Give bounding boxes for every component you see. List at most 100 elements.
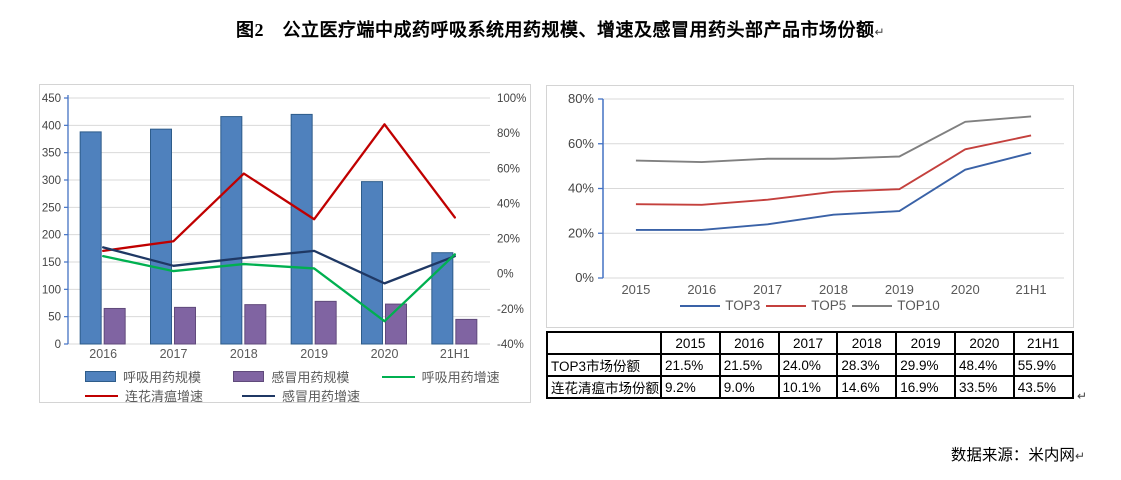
respiratory-combo-chart: 0 50 100 150 200 250 300 350 400 450 -40% -20% 0% 20%…: [39, 84, 531, 405]
table-row-label: 连花清瘟市场份额: [546, 375, 662, 399]
left-axis-tick-label: 350: [42, 148, 61, 160]
legend-item: 感冒用药增速: [242, 386, 399, 405]
table-cell: 24.0%: [777, 353, 839, 377]
paragraph-mark: ↵: [1077, 389, 1088, 403]
legend-swatch-icon: [680, 304, 721, 307]
y-axis-tick-label: 60%: [568, 136, 594, 151]
legend-label: TOP3: [725, 298, 761, 313]
table-header-row: 2015 2016 2017 2018 2019 2020 21H1: [546, 331, 1074, 355]
left-axis-tick-label: 450: [42, 93, 61, 105]
y-axis-tick-label: 20%: [568, 225, 594, 240]
table-cell: 55.9%: [1012, 353, 1074, 377]
bar-series-呼吸用药规模: [79, 113, 454, 345]
x-axis-label: 2019: [300, 347, 328, 361]
bar: [220, 116, 243, 345]
table-cell: 21.5%: [660, 353, 721, 377]
bar: [150, 128, 172, 345]
bar: [174, 306, 196, 345]
line-series-TOP10: [635, 115, 1032, 164]
table-header-cell: [546, 331, 662, 355]
combo-right-axis-labels: -40% -20% 0% 20% 40% 60% 80% 100%: [497, 93, 526, 351]
table-row: 连花清瘟市场份额 9.2% 9.0% 10.1% 14.6% 16.9% 33.5% 43.5…: [546, 375, 1074, 399]
table-cell: 9.0%: [718, 375, 780, 399]
legend-label: 呼吸用药规模: [123, 370, 202, 385]
legend-swatch-icon: [85, 371, 116, 382]
left-axis-tick-label: 150: [42, 257, 61, 269]
x-axis-label: 2017: [160, 347, 188, 361]
x-axis-label: 21H1: [440, 347, 470, 361]
x-axis-label: 2020: [951, 282, 980, 296]
combo-left-axis-labels: 0 50 100 150 200 250 300 350 400 450: [42, 93, 61, 351]
table-header-cell: 2016: [718, 331, 780, 355]
y-axis-tick-label: 80%: [568, 91, 594, 106]
legend-label: 呼吸用药增速: [421, 370, 500, 385]
bar-series-感冒用药规模: [103, 300, 478, 345]
right-axis-tick-label: 0%: [497, 269, 514, 281]
legend-swatch-icon: [242, 394, 275, 397]
bar: [455, 318, 478, 345]
legend-label: 感冒用药规模: [271, 370, 350, 385]
legend-item: TOP10: [852, 298, 940, 313]
left-axis-tick-label: 400: [42, 120, 61, 132]
left-axis-tick-label: 250: [42, 202, 61, 214]
line-chart-series: [635, 115, 1032, 231]
legend-item: TOP3: [680, 298, 760, 313]
line-series-感冒用药增速: [102, 246, 456, 285]
x-axis-label: 2016: [687, 282, 716, 296]
bar: [431, 252, 454, 345]
legend-label: 连花清瘟增速: [125, 389, 204, 404]
table-cell: 14.6%: [836, 375, 898, 399]
table-cell: 33.5%: [953, 375, 1015, 399]
legend-item: 连花清瘟增速: [85, 386, 242, 405]
x-axis-label: 21H1: [1016, 282, 1047, 296]
left-axis-tick-label: 100: [42, 284, 61, 296]
table-row: TOP3市场份额 21.5% 21.5% 24.0% 28.3% 29.9% 48.4% 55…: [546, 353, 1074, 377]
figure-title-text: 图2 公立医疗端中成药呼吸系统用药规模、增速及感冒用药头部产品市场份额: [235, 20, 875, 40]
paragraph-mark: ↵: [1074, 449, 1085, 463]
bar: [103, 307, 126, 345]
data-source-text: 数据来源：米内网: [950, 447, 1075, 464]
left-axis-tick-label: 50: [48, 312, 61, 324]
combo-chart-plot: 0 50 100 150 200 250 300 350 400 450 -40% -20% 0% 20%…: [42, 93, 527, 361]
combo-gridlines: [68, 97, 490, 345]
combo-line-series: [102, 123, 456, 323]
bar: [244, 304, 267, 345]
table-header-cell: 2019: [895, 331, 956, 355]
right-axis-tick-label: 40%: [497, 198, 520, 210]
bar: [361, 181, 383, 345]
table-header-cell: 2018: [836, 331, 898, 355]
line-series-TOP3: [635, 152, 1032, 231]
right-axis-tick-label: 60%: [497, 163, 520, 175]
legend-label: TOP10: [897, 298, 940, 313]
table-header-cell: 21H1: [1012, 331, 1074, 355]
legend-swatch-icon: [766, 304, 807, 307]
combo-bar-series: [79, 113, 478, 345]
bar: [79, 131, 102, 345]
table-cell: 29.9%: [895, 353, 956, 377]
left-axis-tick-label: 200: [42, 230, 61, 242]
x-axis-label: 2017: [753, 282, 782, 296]
x-axis-label: 2015: [621, 282, 650, 296]
table-cell: 10.1%: [777, 375, 839, 399]
table-cell: 48.4%: [953, 353, 1015, 377]
legend-item: TOP5: [766, 298, 846, 313]
combo-chart-legend: 呼吸用药规模 感冒用药规模 呼吸用药增速连花清瘟增速 感冒用药增速: [40, 367, 530, 405]
right-axis-tick-label: 80%: [497, 128, 520, 140]
x-axis-label: 2019: [885, 282, 914, 296]
line-chart-gridlines: [598, 98, 1064, 279]
table-cell: 9.2%: [660, 375, 721, 399]
right-axis-tick-label: 20%: [497, 234, 520, 246]
paragraph-mark: ↵: [874, 25, 886, 39]
y-axis-tick-label: 0%: [575, 270, 594, 285]
data-source-note: 数据来源：米内网↵: [951, 443, 1085, 465]
right-axis-tick-label: 100%: [497, 93, 526, 105]
table-header-cell: 2017: [777, 331, 839, 355]
line-series-TOP5: [635, 134, 1032, 206]
market-share-line-chart: 0% 20% 40% 60% 80% 2015 2016 2017 2018 2019 2020 21…: [546, 85, 1074, 328]
left-axis-tick-label: 0: [55, 339, 61, 351]
figure-title: 图2 公立医疗端中成药呼吸系统用药规模、增速及感冒用药头部产品市场份额↵: [0, 16, 1121, 42]
legend-item: 呼吸用药增速: [381, 367, 530, 386]
line-chart-y-axis-labels: 0% 20% 40% 60% 80%: [568, 91, 594, 285]
line-series-呼吸用药增速: [102, 253, 456, 323]
